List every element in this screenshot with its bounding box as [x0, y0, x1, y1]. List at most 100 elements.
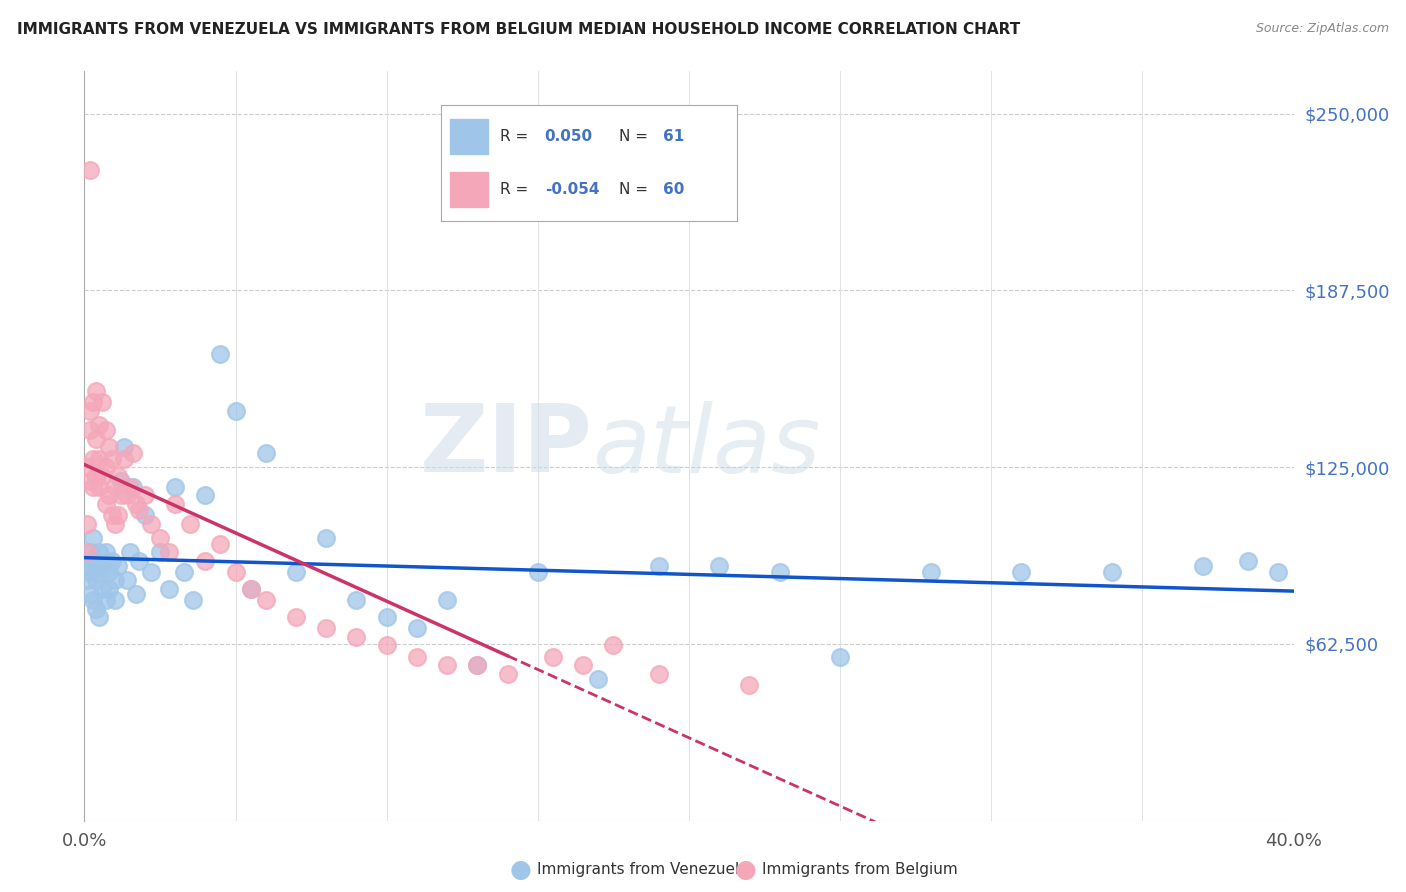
Point: [209, 536, 232, 550]
Point: [1237, 553, 1260, 567]
Text: ZIP: ZIP: [419, 400, 592, 492]
Point: [648, 666, 671, 681]
Point: [173, 565, 195, 579]
Point: [315, 531, 337, 545]
Point: [375, 610, 398, 624]
Point: [79, 587, 101, 601]
Point: [104, 480, 127, 494]
Point: [121, 446, 143, 460]
Point: [467, 658, 489, 673]
Point: [134, 488, 156, 502]
Point: [91, 582, 114, 596]
Point: [239, 582, 262, 596]
Point: [709, 559, 731, 574]
Text: ●: ●: [509, 858, 531, 881]
Point: [527, 565, 550, 579]
Point: [134, 508, 156, 523]
Point: [76, 574, 98, 588]
Point: [100, 553, 122, 567]
Point: [79, 403, 101, 417]
Point: [79, 475, 101, 489]
Point: [115, 488, 138, 502]
Point: [86, 384, 108, 398]
Point: [406, 649, 429, 664]
Point: [1011, 565, 1033, 579]
Text: atlas: atlas: [592, 401, 821, 491]
Point: [1192, 559, 1215, 574]
Point: [115, 574, 138, 588]
Point: [406, 621, 429, 635]
Point: [76, 545, 98, 559]
Point: [89, 545, 111, 559]
Point: [97, 565, 120, 579]
Point: [82, 395, 104, 409]
Point: [436, 593, 458, 607]
Point: [86, 574, 108, 588]
Text: IMMIGRANTS FROM VENEZUELA VS IMMIGRANTS FROM BELGIUM MEDIAN HOUSEHOLD INCOME COR: IMMIGRANTS FROM VENEZUELA VS IMMIGRANTS …: [17, 22, 1021, 37]
Point: [100, 451, 122, 466]
Point: [225, 403, 247, 417]
Point: [104, 516, 127, 531]
Point: [239, 582, 262, 596]
Point: [94, 424, 117, 438]
Point: [209, 347, 232, 361]
Point: [165, 497, 187, 511]
Point: [86, 601, 108, 615]
Point: [110, 475, 132, 489]
Point: [79, 565, 101, 579]
Point: [89, 451, 111, 466]
Point: [602, 638, 624, 652]
Point: [157, 582, 180, 596]
Point: [76, 460, 98, 475]
Point: [97, 488, 120, 502]
Point: [738, 678, 761, 692]
Point: [94, 593, 117, 607]
Point: [107, 559, 129, 574]
Point: [149, 545, 172, 559]
Point: [225, 565, 247, 579]
Point: [254, 593, 277, 607]
Text: ●: ●: [734, 858, 756, 881]
Point: [157, 545, 180, 559]
Point: [79, 163, 101, 178]
Point: [110, 488, 132, 502]
Point: [1101, 565, 1123, 579]
Point: [194, 553, 217, 567]
Point: [181, 593, 204, 607]
Point: [128, 502, 150, 516]
Point: [285, 565, 308, 579]
Point: [107, 508, 129, 523]
Point: [82, 593, 104, 607]
Text: Immigrants from Belgium: Immigrants from Belgium: [762, 863, 957, 877]
Point: [82, 480, 104, 494]
Point: [769, 565, 792, 579]
Point: [541, 649, 564, 664]
Point: [648, 559, 671, 574]
Point: [89, 610, 111, 624]
Point: [82, 531, 104, 545]
Point: [86, 432, 108, 446]
Point: [89, 565, 111, 579]
Point: [285, 610, 308, 624]
Point: [588, 673, 610, 687]
Point: [254, 446, 277, 460]
Point: [79, 545, 101, 559]
Point: [139, 516, 162, 531]
Point: [830, 649, 852, 664]
Text: Immigrants from Venezuela: Immigrants from Venezuela: [537, 863, 749, 877]
Point: [128, 553, 150, 567]
Point: [467, 658, 489, 673]
Point: [104, 574, 127, 588]
Point: [315, 621, 337, 635]
Point: [94, 460, 117, 475]
Point: [79, 424, 101, 438]
Point: [496, 666, 519, 681]
Point: [89, 480, 111, 494]
Point: [91, 468, 114, 483]
Point: [165, 480, 187, 494]
Point: [94, 497, 117, 511]
Point: [82, 451, 104, 466]
Text: Source: ZipAtlas.com: Source: ZipAtlas.com: [1256, 22, 1389, 36]
Point: [346, 593, 368, 607]
Point: [346, 630, 368, 644]
